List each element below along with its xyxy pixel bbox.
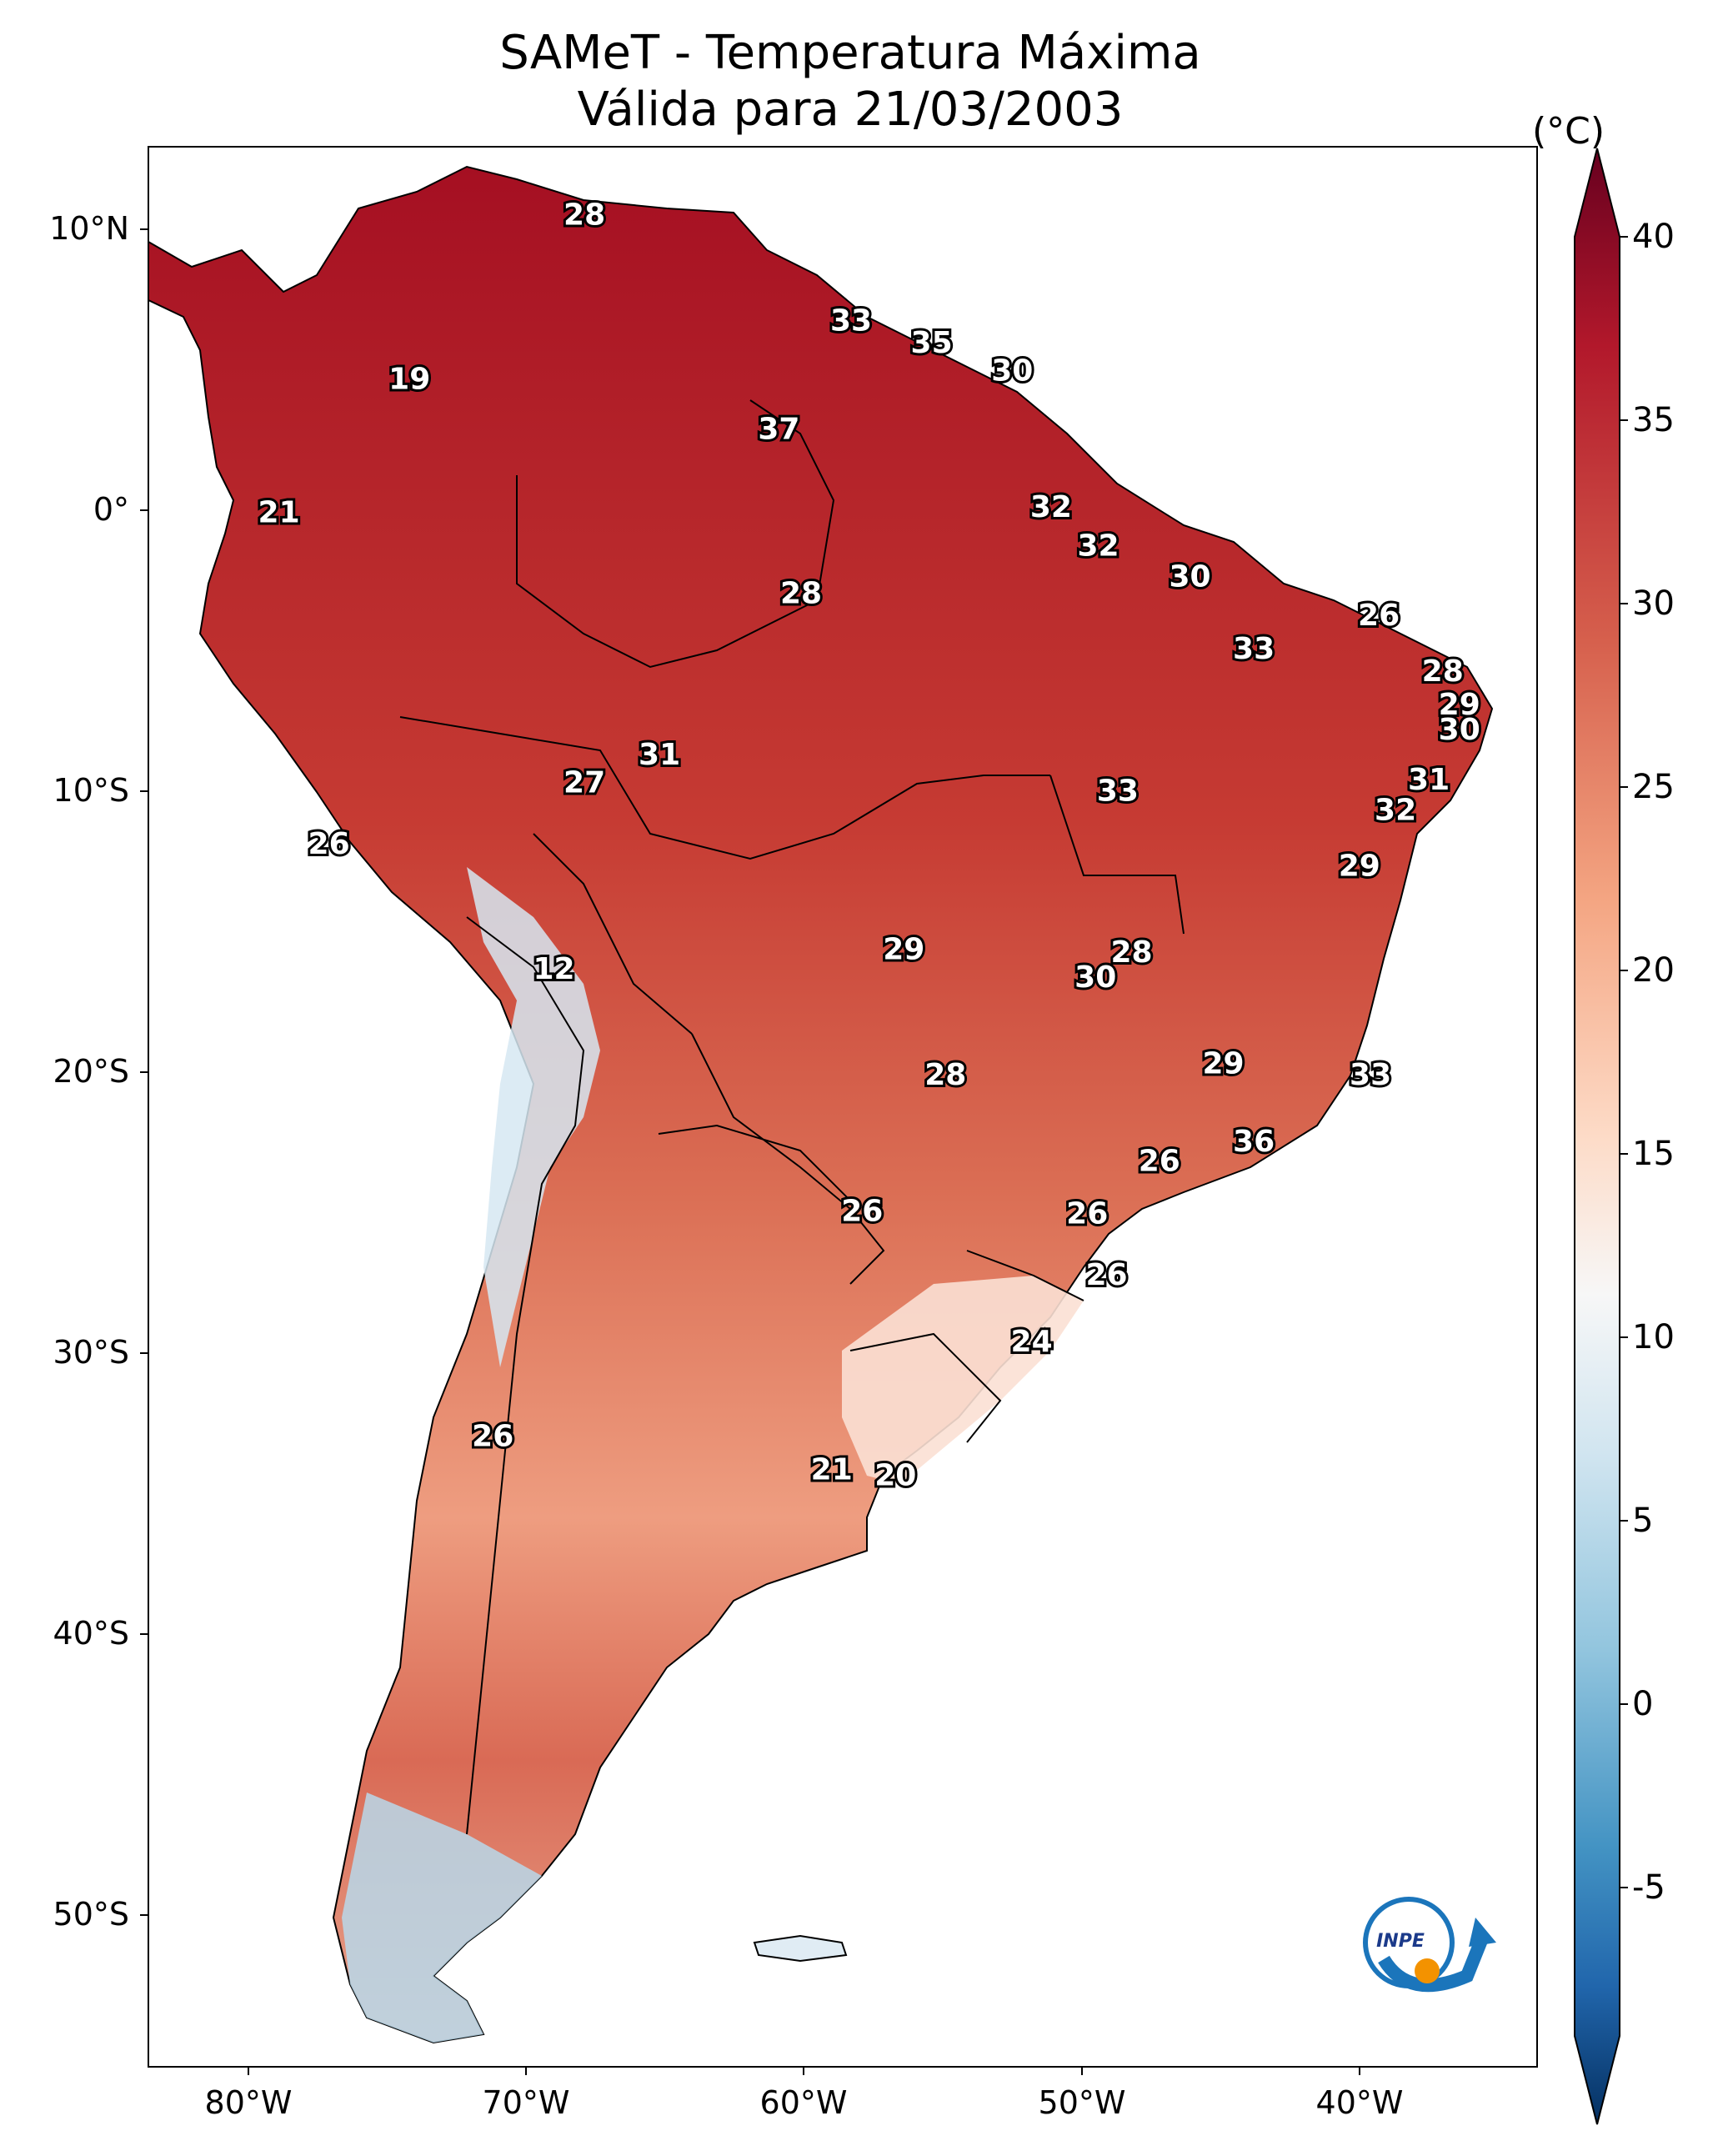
station-value: 30 (1439, 713, 1480, 747)
station-value: 32 (1030, 490, 1072, 524)
station-value: 26 (1085, 1258, 1127, 1292)
colorbar-label: 10 (1632, 1318, 1675, 1356)
lat-label: 20°S (53, 1053, 129, 1090)
colorbar-ticks (1620, 236, 1628, 1888)
station-value: 33 (830, 303, 872, 338)
station-value: 33 (1233, 632, 1275, 666)
lat-ticks (140, 228, 148, 1916)
station-value: 21 (811, 1453, 853, 1487)
colorbar-label: 40 (1632, 218, 1675, 256)
station-value: 29 (1339, 850, 1380, 884)
station-value: 30 (1169, 559, 1210, 594)
station-value: 28 (924, 1058, 966, 1092)
lon-label: 40°W (1315, 2084, 1404, 2121)
inpe-logo: INPE (1363, 1897, 1496, 1993)
map-title: SAMeT - Temperatura Máxima (499, 26, 1201, 80)
colorbar-unit: (°C) (1532, 110, 1605, 153)
colorbar-label: 20 (1632, 951, 1675, 990)
station-value: 29 (883, 933, 924, 967)
colorbar-label: 35 (1632, 401, 1675, 439)
station-value: 26 (1139, 1144, 1180, 1178)
falkland-islands (753, 1934, 848, 1963)
station-value: 37 (758, 412, 799, 446)
station-value: 30 (1074, 960, 1116, 995)
station-value: 20 (874, 1458, 916, 1492)
station-value: 26 (472, 1420, 513, 1454)
station-value: 26 (1358, 599, 1400, 633)
south-america-landmass (148, 165, 1494, 2044)
lat-label: 40°S (53, 1615, 129, 1652)
lon-label: 80°W (204, 2084, 293, 2121)
station-value: 27 (563, 765, 605, 800)
lat-label: 10°S (53, 772, 129, 809)
lon-ticks (248, 2067, 1360, 2075)
colorbar-label: 15 (1632, 1135, 1675, 1173)
lat-label: 10°N (49, 210, 129, 247)
station-value: 26 (1066, 1197, 1108, 1231)
station-value: 28 (1422, 654, 1464, 689)
pampas-mild-region (842, 1276, 1084, 1484)
lat-label: 0° (93, 491, 129, 528)
map-subtitle: Válida para 21/03/2003 (577, 83, 1124, 137)
station-value: 36 (1233, 1125, 1275, 1159)
colorbar-label: 25 (1632, 768, 1675, 806)
station-value: 35 (911, 326, 953, 360)
lon-label: 50°W (1038, 2084, 1126, 2121)
station-value: 12 (533, 952, 574, 986)
station-value: 19 (388, 362, 430, 396)
colorbar-label: -5 (1632, 1868, 1665, 1907)
station-value: 31 (1408, 763, 1450, 797)
lon-label: 70°W (482, 2084, 570, 2121)
station-value: 32 (1375, 794, 1416, 828)
colorbar-label: 5 (1632, 1502, 1654, 1540)
station-value: 26 (841, 1194, 883, 1228)
station-value: 21 (258, 496, 300, 530)
colorbar-label: 0 (1632, 1685, 1654, 1723)
andes-cool-region (467, 867, 600, 1367)
patagonia-cool-region (342, 1792, 542, 2043)
colorbar-label: 30 (1632, 584, 1675, 623)
station-value: 29 (1202, 1046, 1244, 1081)
lat-label: 50°S (53, 1896, 129, 1933)
country-borders (399, 399, 1185, 1835)
station-value: 33 (1350, 1058, 1391, 1092)
station-value: 28 (1110, 935, 1152, 970)
station-value: 29 (1439, 688, 1480, 722)
svg-text:INPE: INPE (1376, 1931, 1425, 1952)
station-value: 28 (780, 576, 822, 610)
colorbar (1574, 148, 1620, 2125)
station-value: 26 (308, 827, 350, 861)
station-value: 31 (639, 738, 680, 772)
station-value: 28 (563, 198, 605, 232)
lat-label: 30°S (53, 1334, 129, 1371)
station-value: 33 (1097, 774, 1139, 808)
station-value: 30 (991, 353, 1033, 388)
lon-label: 60°W (759, 2084, 848, 2121)
station-value: 32 (1077, 529, 1119, 564)
station-value: 24 (1011, 1325, 1053, 1359)
